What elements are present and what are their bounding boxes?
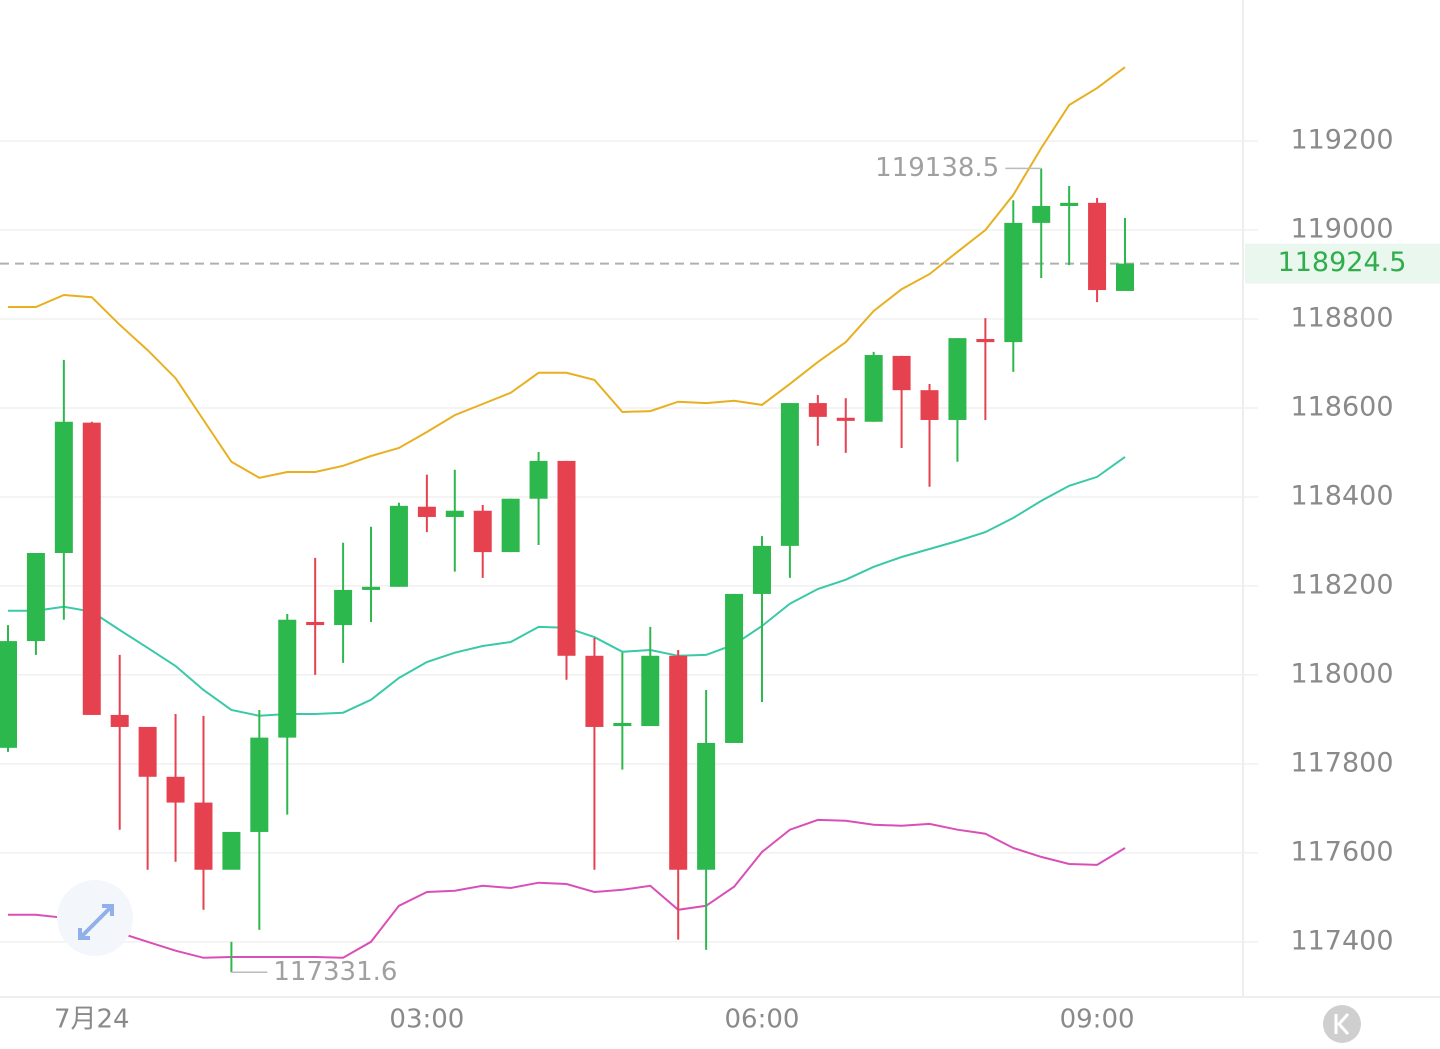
- y-tick-label: 118400: [1290, 480, 1393, 511]
- last-price-label: 118924.5: [1278, 247, 1407, 278]
- candle-body: [808, 403, 827, 417]
- candle-body: [389, 505, 408, 587]
- y-tick-label: 119000: [1290, 214, 1393, 245]
- candle-body: [613, 722, 632, 727]
- candle-body: [362, 586, 381, 590]
- expand-button[interactable]: [57, 880, 133, 956]
- last-price-box: [1245, 243, 1440, 284]
- candle-body: [0, 641, 17, 748]
- candle-body: [1060, 202, 1079, 206]
- x-tick-label: 03:00: [389, 1005, 464, 1035]
- candle-body: [306, 621, 325, 626]
- candle-body: [948, 338, 967, 420]
- candle-body: [278, 619, 297, 738]
- candle-body: [920, 390, 939, 420]
- y-tick-label: 118600: [1290, 391, 1393, 422]
- y-tick-label: 117800: [1290, 747, 1393, 778]
- candle-body: [697, 742, 716, 870]
- expand-icon: [78, 904, 114, 940]
- candle-body: [1032, 205, 1051, 223]
- y-tick-label: 117600: [1290, 836, 1393, 867]
- candle-body: [892, 355, 911, 391]
- k-circle: [1323, 1005, 1361, 1043]
- expand-circle: [57, 880, 133, 956]
- candle-body: [26, 552, 45, 642]
- candle-body: [110, 714, 129, 727]
- candle-body: [501, 498, 520, 553]
- candle-body: [585, 655, 604, 727]
- x-tick-label: 06:00: [725, 1005, 800, 1035]
- candle-body: [1088, 202, 1107, 291]
- y-tick-label: 119200: [1290, 125, 1393, 156]
- candle-body: [641, 655, 660, 727]
- candle-body: [334, 589, 353, 626]
- candle-body: [976, 339, 995, 343]
- k-icon: [1334, 1012, 1350, 1036]
- candle-body: [836, 417, 855, 421]
- axis-panel: [1243, 0, 1440, 1049]
- y-tick-label: 118000: [1290, 658, 1393, 689]
- candle-body: [752, 545, 771, 594]
- candle-body: [725, 593, 744, 743]
- k-button[interactable]: [1323, 1005, 1361, 1043]
- x-tick-label: 7月24: [54, 1005, 130, 1035]
- candle-body: [445, 510, 464, 517]
- x-tick-label: 09:00: [1060, 1005, 1135, 1035]
- candle-body: [417, 506, 436, 517]
- candle-body: [166, 776, 185, 803]
- min-label: 117331.6: [273, 957, 397, 987]
- candle-body: [54, 421, 73, 553]
- candle-body: [529, 460, 548, 499]
- candle-body: [780, 403, 799, 546]
- band-line: [8, 818, 1126, 959]
- candle-body: [138, 726, 157, 777]
- band-line: [8, 66, 1126, 479]
- candle-body: [669, 655, 688, 870]
- candle-body: [1116, 263, 1134, 291]
- candle-body: [194, 802, 213, 870]
- y-tick-label: 117400: [1290, 925, 1393, 956]
- max-label: 119138.5: [875, 153, 999, 183]
- candle-body: [864, 355, 883, 422]
- y-tick-label: 118800: [1290, 302, 1393, 333]
- y-tick-label: 118200: [1290, 569, 1393, 600]
- plot-layer: [0, 66, 1258, 974]
- candle-body: [222, 831, 241, 870]
- candle-body: [1004, 222, 1023, 343]
- candle-body: [473, 510, 492, 553]
- candle-body: [250, 737, 269, 832]
- candle-body: [557, 460, 576, 656]
- candle-body: [82, 422, 101, 715]
